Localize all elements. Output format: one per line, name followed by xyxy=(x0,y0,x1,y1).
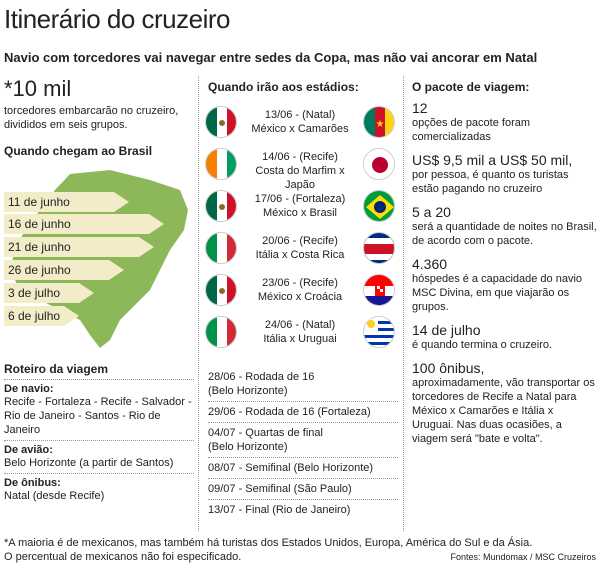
arrival-arrow: 26 de junho xyxy=(4,260,124,280)
schedule-row: 28/06 - Rodada de 16 (Belo Horizonte) xyxy=(208,371,315,397)
arrival-arrow: 11 de junho xyxy=(4,192,129,212)
bus-text: Natal (desde Recife) xyxy=(4,490,105,502)
match-item: 24/06 - (Natal) Itália x Uruguai xyxy=(205,314,395,352)
source-note: Fontes: Mundomax / MSC Cruzeiros xyxy=(450,552,596,562)
arrival-arrow: 6 de julho xyxy=(4,306,79,326)
page-subtitle: Navio com torcedores vai navegar entre s… xyxy=(4,50,538,65)
italy-flag-icon xyxy=(205,316,237,348)
ship-text: Recife - Fortaleza - Recife - Salvador -… xyxy=(4,396,192,436)
brazil-flag-icon xyxy=(363,190,395,222)
costa-rica-flag-icon xyxy=(363,232,395,264)
uruguay-flag-icon xyxy=(363,316,395,348)
left-column: *10 mil torcedores embarcarão no cruzeir… xyxy=(4,76,194,158)
plane-text: Belo Horizonte (a partir de Santos) xyxy=(4,457,174,469)
column-divider xyxy=(198,76,199,531)
plane-label: De avião: xyxy=(4,444,53,456)
svg-text:★: ★ xyxy=(376,119,385,130)
match-item: 20/06 - (Recife) Itália x Costa Rica xyxy=(205,230,395,268)
mexico-flag-icon xyxy=(205,190,237,222)
footnote-line: *A maioria é de mexicanos, mas também há… xyxy=(4,537,533,549)
arrival-arrow: 3 de julho xyxy=(4,283,94,303)
footnote: *A maioria é de mexicanos, mas também há… xyxy=(4,536,596,564)
page-title: Itinerário do cruzeiro xyxy=(4,4,231,34)
big-number: *10 mil xyxy=(4,76,72,101)
arrival-header: Quando chegam ao Brasil xyxy=(4,144,153,158)
package-header: O pacote de viagem: xyxy=(412,80,530,94)
column-divider xyxy=(403,76,404,531)
bus-label: De ônibus: xyxy=(4,477,61,489)
schedule-list: 28/06 - Rodada de 16 (Belo Horizonte) 29/… xyxy=(208,370,398,517)
stadium-header: Quando irão aos estádios: xyxy=(208,80,359,94)
arrival-arrow: 21 de junho xyxy=(4,237,154,257)
arrival-arrow: 16 de junho xyxy=(4,214,164,234)
match-item: 13/06 - (Natal) México x Camarões ★ xyxy=(205,104,395,142)
footnote-line: O percentual de mexicanos não foi especi… xyxy=(4,551,242,563)
fact-item: 14 de julho é quando termina o cruzeiro. xyxy=(412,322,553,351)
match-item: 17/06 - (Fortaleza) México x Brasil xyxy=(205,188,395,226)
mexico-flag-icon xyxy=(205,274,237,306)
fact-item: 5 a 20 será a quantidade de noites no Bra… xyxy=(412,204,597,247)
schedule-row: 29/06 - Rodada de 16 (Fortaleza) xyxy=(208,406,371,418)
right-column: O pacote de viagem: 12 opções de pacote f… xyxy=(412,80,597,446)
route-header: Roteiro da viagem xyxy=(4,362,109,376)
fact-item: 100 ônibus, aproximadamente, vão transpor… xyxy=(412,360,595,445)
japan-flag-icon xyxy=(363,148,395,180)
big-number-text: torcedores embarcarão no cruzeiro, divid… xyxy=(4,105,179,131)
mexico-flag-icon xyxy=(205,106,237,138)
ship-label: De navio: xyxy=(4,383,54,395)
fact-item: 4.360 hóspedes é a capacidade do navio MS… xyxy=(412,256,583,313)
schedule-row: 13/07 - Final (Rio de Janeiro) xyxy=(208,504,351,516)
fact-item: US$ 9,5 mil a US$ 50 mil, por pessoa, é q… xyxy=(412,152,573,195)
schedule-row: 04/07 - Quartas de final (Belo Horizonte) xyxy=(208,427,323,453)
fact-item: 12 opções de pacote foram comercializadas xyxy=(412,100,531,143)
match-item: 23/06 - (Recife) México x Croácia xyxy=(205,272,395,310)
croatia-flag-icon xyxy=(363,274,395,306)
schedule-row: 08/07 - Semifinal (Belo Horizonte) xyxy=(208,462,374,474)
italy-flag-icon xyxy=(205,232,237,264)
cameroon-flag-icon: ★ xyxy=(363,106,395,138)
route-section: Roteiro da viagem De navio: Recife - For… xyxy=(4,362,194,503)
ivory-coast-flag-icon xyxy=(205,148,237,180)
match-item: 14/06 - (Recife) Costa do Marfim x Japão xyxy=(205,146,395,191)
schedule-row: 09/07 - Semifinal (São Paulo) xyxy=(208,483,352,495)
